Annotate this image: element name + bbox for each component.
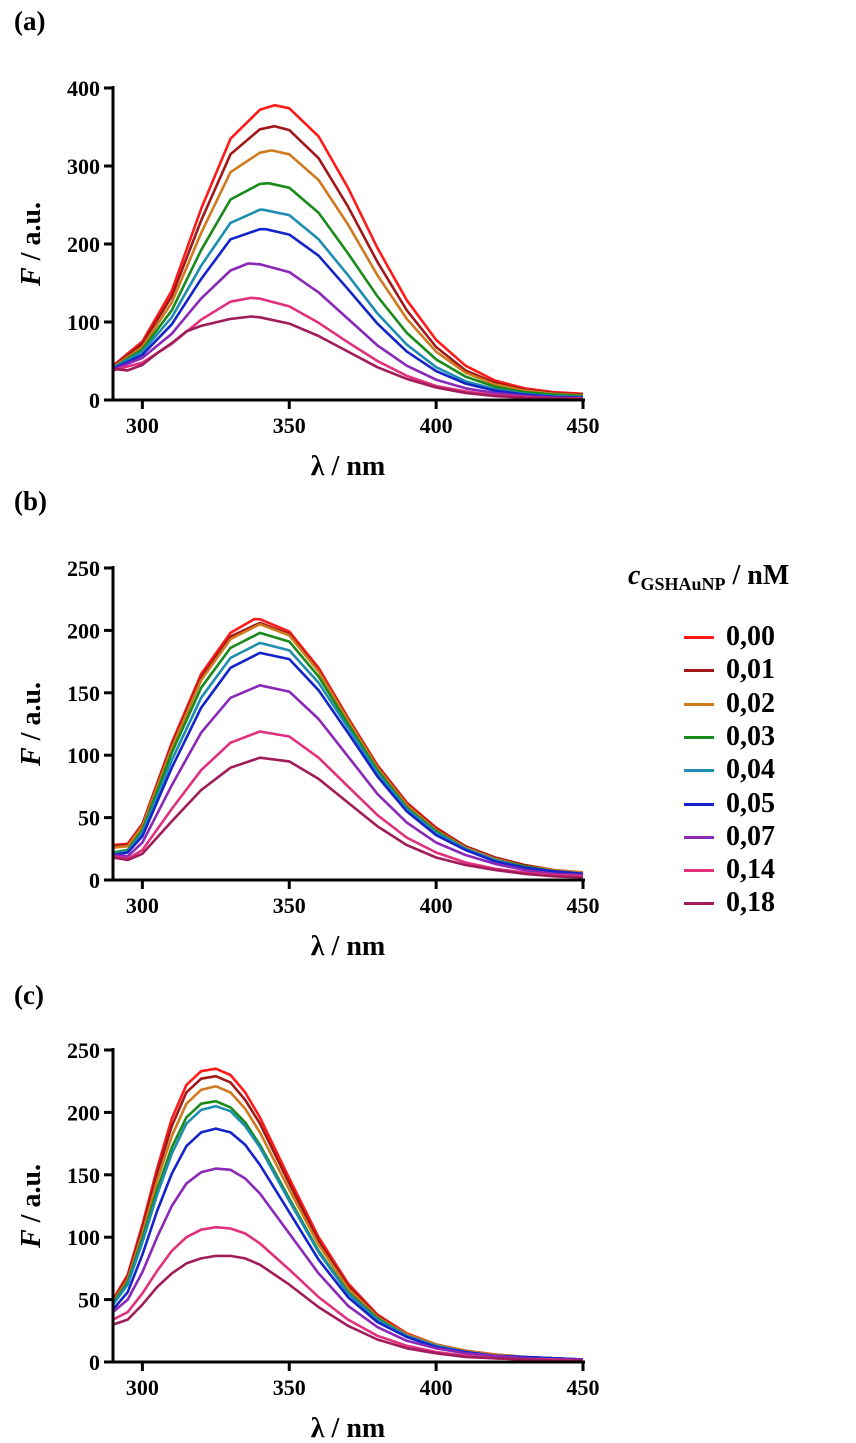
y-tick-label-b-4: 200 <box>67 618 100 643</box>
y-axis-label-a: F / a.u. <box>16 202 47 287</box>
y-tick-label-a-4: 400 <box>67 76 100 101</box>
series-line-b-1 <box>112 621 584 874</box>
series-line-a-8 <box>112 315 584 401</box>
series-line-a-4 <box>112 208 584 399</box>
y-tick-label-c-3: 150 <box>67 1163 100 1188</box>
series-line-a-6 <box>112 262 584 400</box>
y-tick-label-c-1: 50 <box>78 1288 100 1313</box>
legend-swatch <box>684 735 714 739</box>
x-tick-label-c-1: 350 <box>273 1375 306 1400</box>
legend-title-subscript: GSHAuNP <box>640 574 726 594</box>
legend-swatch <box>684 802 714 806</box>
legend-swatch <box>684 835 714 839</box>
x-tick-label-b-2: 400 <box>420 893 453 918</box>
series-line-b-6 <box>112 683 584 877</box>
series-line-b-3 <box>112 631 584 876</box>
y-axis-label-unit-a: / a.u. <box>16 202 47 267</box>
legend-item: 0,03 <box>684 720 834 754</box>
panel-label-c: (c) <box>14 980 44 1010</box>
plot-a: 0 100 200 300 400 300 350 400 450 λ / nm F / a.u. <box>16 76 600 482</box>
y-tick-label-b-5: 250 <box>67 556 100 581</box>
series-line-a-2 <box>112 149 584 397</box>
legend-item: 0,14 <box>684 853 834 887</box>
x-axis-label-a: λ / nm <box>311 451 385 482</box>
plot-b: 0 50 100 150 200 250 300 350 400 450 λ / nm F / a.u… <box>16 556 600 962</box>
x-tick-label-b-0: 300 <box>126 893 159 918</box>
x-axis-label-b: λ / nm <box>311 931 385 962</box>
y-axis-label-unit-b: / a.u. <box>16 682 47 747</box>
legend-title: cGSHAuNP / nM <box>628 560 789 595</box>
y-tick-label-c-2: 100 <box>67 1225 100 1250</box>
series-line-b-8 <box>112 756 584 879</box>
legend-swatch <box>684 902 714 906</box>
legend-title-unit: / nM <box>725 560 790 591</box>
y-tick-label-a-0: 0 <box>89 388 100 413</box>
x-tick-label-c-2: 400 <box>420 1375 453 1400</box>
legend-swatch <box>684 769 714 773</box>
series-line-b-5 <box>112 651 584 876</box>
legend-swatch <box>684 636 714 639</box>
series-line-a-7 <box>112 296 583 400</box>
x-tick-label-a-1: 350 <box>273 413 306 438</box>
y-axis-label-variable-a: F <box>16 267 47 287</box>
legend-swatch <box>684 869 714 873</box>
legend-label: 0,07 <box>726 820 775 852</box>
y-tick-label-b-2: 100 <box>67 743 100 768</box>
legend-item: 0,02 <box>684 687 834 721</box>
series-line-a-1 <box>112 124 584 396</box>
series-line-a-0 <box>112 103 584 396</box>
legend-label: 0,14 <box>726 854 775 886</box>
y-tick-label-c-5: 250 <box>67 1038 100 1063</box>
legend-label: 0,18 <box>726 887 775 919</box>
x-axis-label-c: λ / nm <box>311 1413 385 1443</box>
x-tick-label-b-3: 450 <box>567 893 600 918</box>
legend-label: 0,04 <box>726 754 775 786</box>
y-tick-label-b-1: 50 <box>78 806 100 831</box>
y-tick-label-b-0: 0 <box>89 868 100 893</box>
legend-label: 0,00 <box>726 621 775 652</box>
legend-swatch <box>684 669 714 673</box>
legend-item: 0,01 <box>684 653 834 687</box>
x-tick-label-a-0: 300 <box>126 413 159 438</box>
x-tick-label-c-3: 450 <box>567 1375 600 1400</box>
y-tick-label-a-3: 300 <box>67 154 100 179</box>
series-line-b-2 <box>112 622 584 874</box>
series-line-a-5 <box>112 227 584 399</box>
legend-title-variable: c <box>628 560 641 591</box>
y-axis-label-variable-b: F <box>16 747 47 767</box>
y-axis-label-unit-c: / a.u. <box>16 1164 47 1229</box>
plot-c: 0 50 100 150 200 250 300 350 400 450 λ / nm F / a.u… <box>16 1038 600 1443</box>
legend-item: 0,04 <box>684 753 834 787</box>
x-tick-label-c-0: 300 <box>126 1375 159 1400</box>
x-tick-label-a-3: 450 <box>567 413 600 438</box>
y-axis-label-variable-c: F <box>16 1229 47 1249</box>
x-tick-label-b-1: 350 <box>273 893 306 918</box>
legend-item: 0,00 <box>684 620 834 654</box>
legend-label: 0,05 <box>726 787 775 819</box>
legend-label: 0,03 <box>726 720 775 752</box>
series-line-a-3 <box>112 181 584 398</box>
y-tick-label-c-4: 200 <box>67 1100 100 1125</box>
y-tick-label-b-3: 150 <box>67 681 100 706</box>
y-tick-label-a-2: 200 <box>67 232 100 257</box>
x-tick-label-a-2: 400 <box>420 413 453 438</box>
panel-label-a: (a) <box>14 6 46 36</box>
y-tick-label-c-0: 0 <box>89 1350 100 1375</box>
y-axis-label-c: F / a.u. <box>16 1164 47 1249</box>
panel-label-b: (b) <box>14 486 47 516</box>
series-line-c-1 <box>111 1074 584 1361</box>
series-line-c-4 <box>111 1104 584 1361</box>
series-line-c-8 <box>112 1254 583 1363</box>
series-line-c-6 <box>112 1167 583 1361</box>
legend-item: 0,07 <box>684 820 834 854</box>
legend-item: 0,05 <box>684 787 834 821</box>
y-axis-label-b: F / a.u. <box>16 682 47 767</box>
y-tick-label-a-1: 100 <box>67 310 100 335</box>
legend-label: 0,02 <box>726 687 775 719</box>
legend-label: 0,01 <box>726 654 775 686</box>
legend-swatch <box>684 702 714 706</box>
legend-item: 0,18 <box>684 886 834 920</box>
